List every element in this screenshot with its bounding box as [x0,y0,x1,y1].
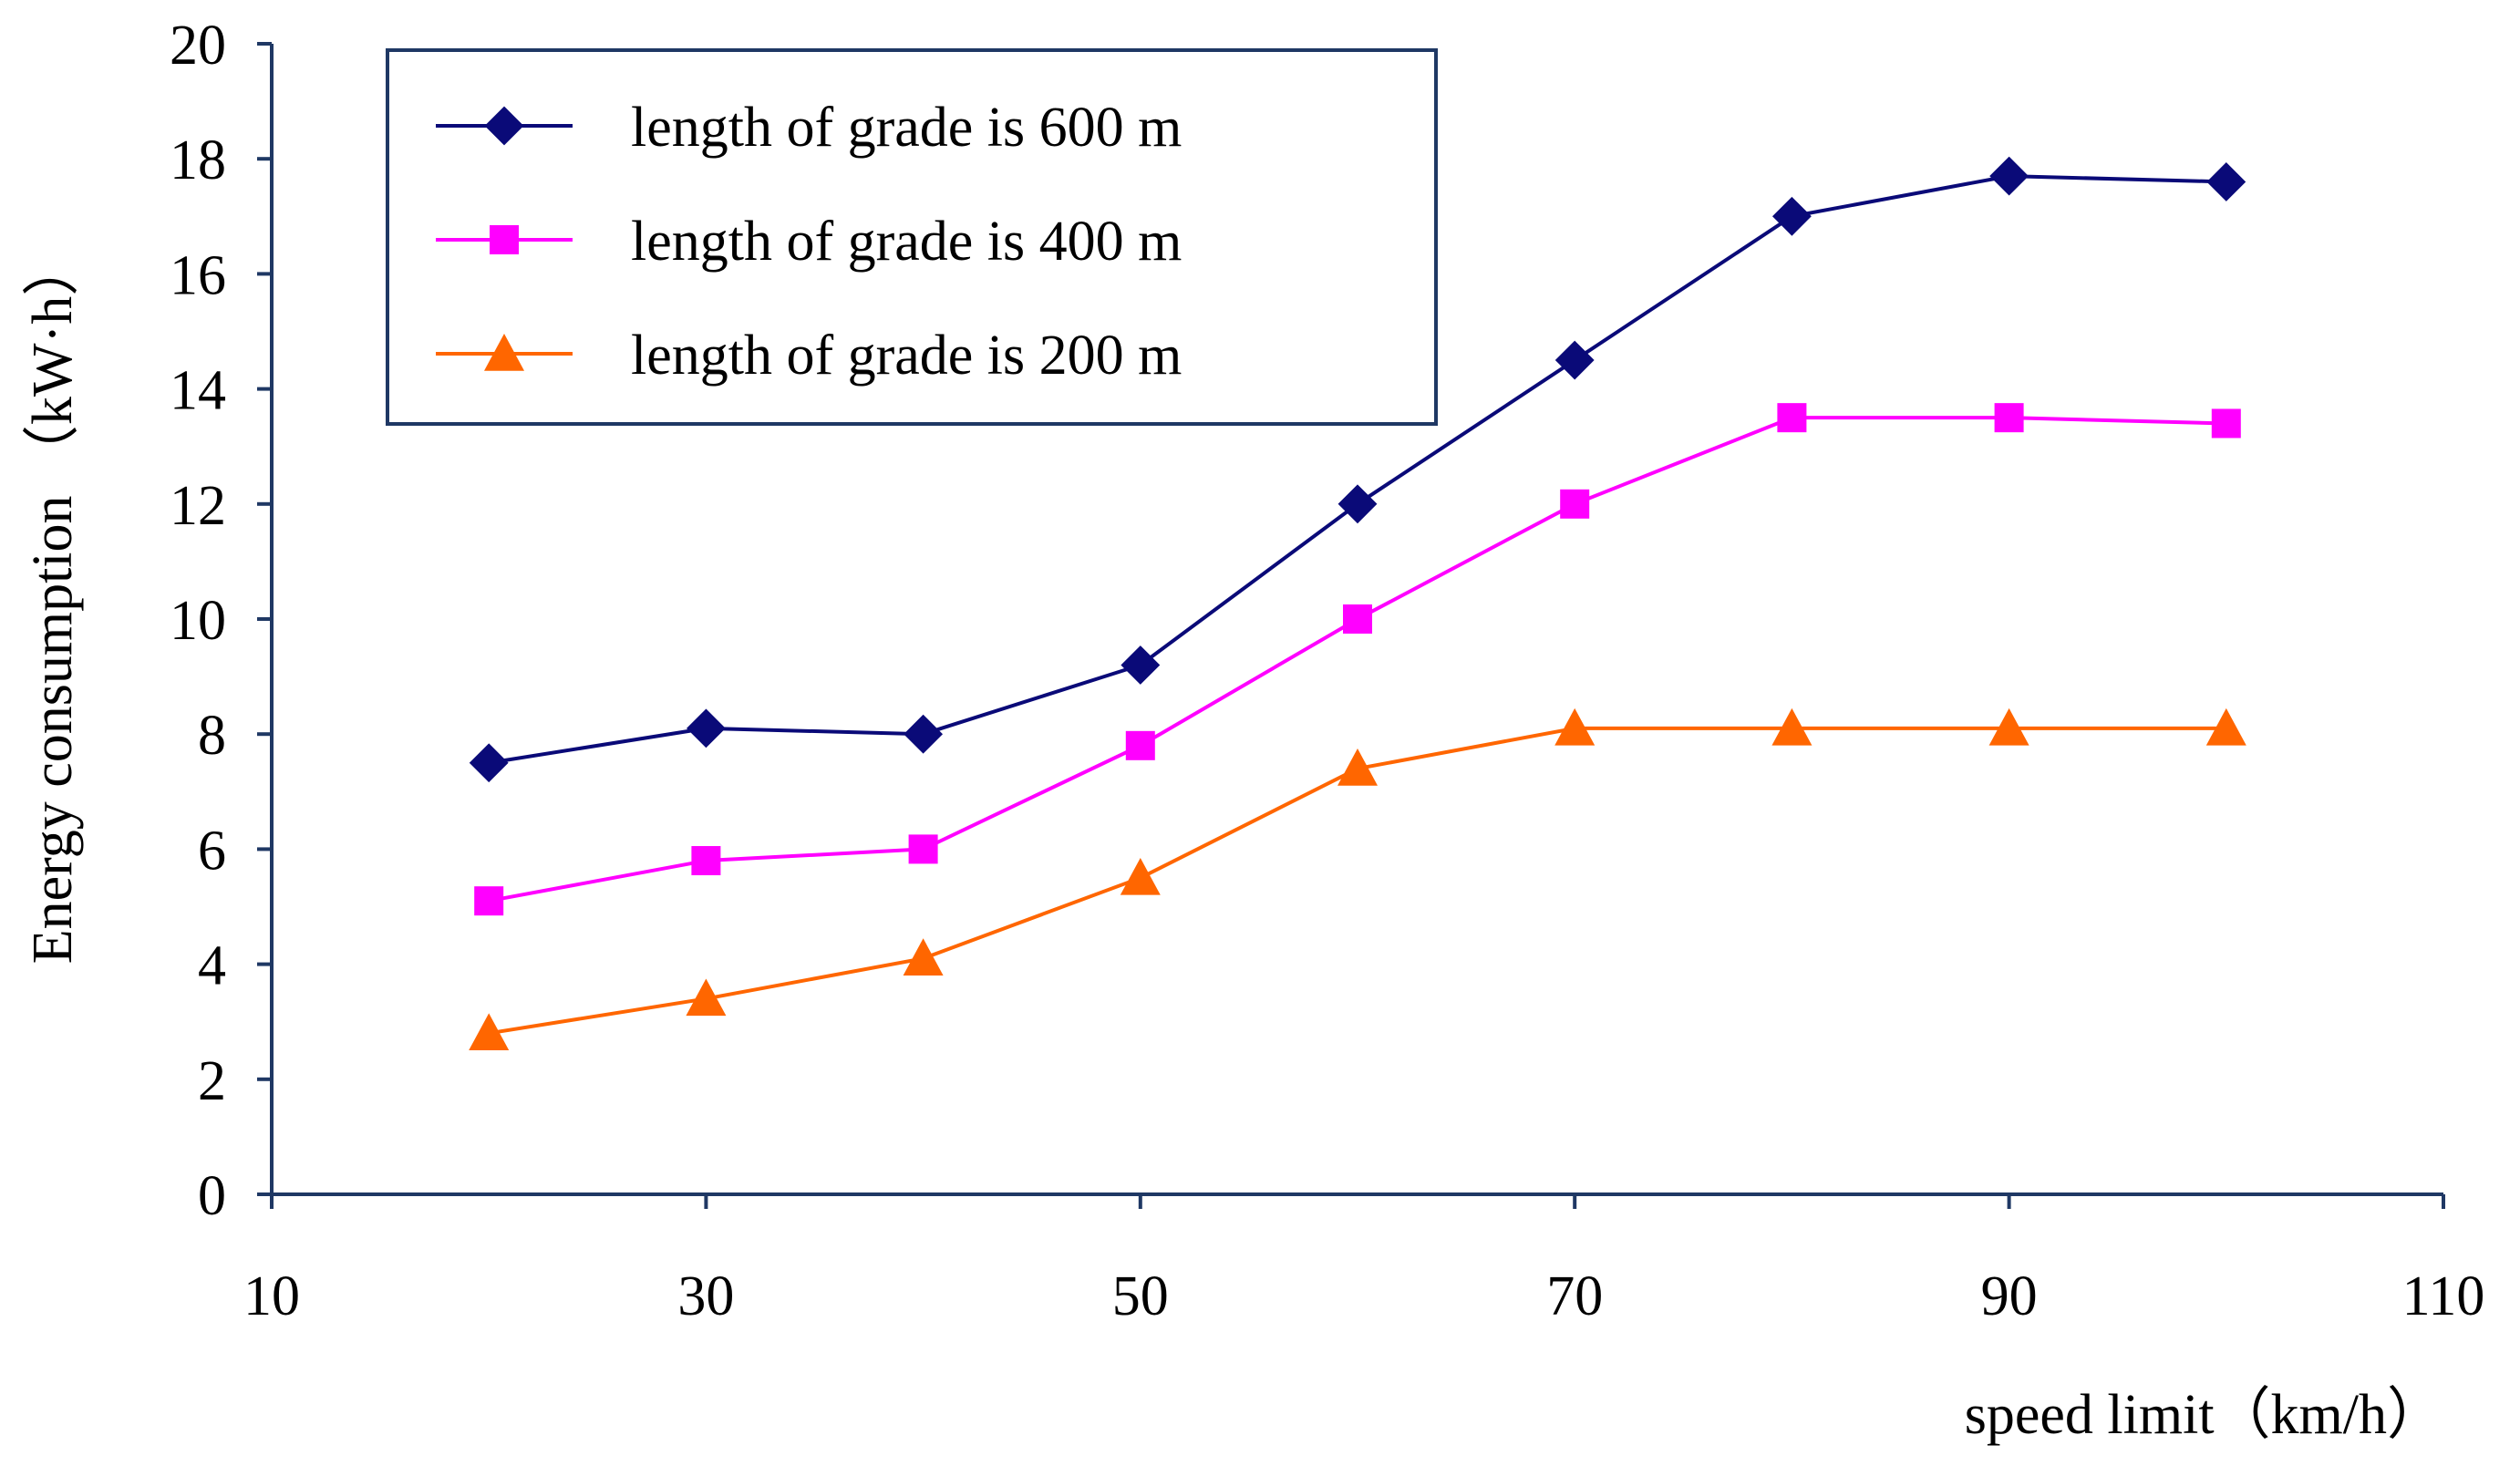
legend-marker [484,106,524,146]
data-point [1120,857,1161,895]
data-point [1771,707,1813,746]
data-point [2211,408,2241,439]
axes: 0 2 4 6 8 10 12 14 16 18 20 10 30 50 70 90 110 [170,15,2484,1327]
data-point [1988,707,2029,746]
data-point [2205,707,2246,746]
data-point [2206,162,2246,201]
data-point [691,846,721,876]
data-point [469,1013,510,1051]
x-tick-label: 30 [677,1265,734,1327]
y-tick-label: 16 [170,244,226,306]
data-point [1560,489,1590,519]
y-tick-label: 18 [170,129,226,191]
data-point [1554,340,1595,380]
data-point [469,743,509,783]
data-point [1337,484,1378,524]
legend-item: length of grade is 600 m [436,97,1182,159]
y-tick-label: 20 [170,15,226,77]
legend-label: length of grade is 200 m [631,325,1182,387]
data-point [1337,748,1378,786]
data-point [1343,604,1372,634]
data-point [686,708,726,748]
x-tick-label: 110 [2402,1265,2485,1327]
series-diamond [469,156,2246,783]
y-tick-label: 8 [198,705,226,767]
series-triangle [469,707,2246,1051]
legend-item: length of grade is 200 m [436,325,1182,387]
legend: length of grade is 600 m length of grade … [386,48,1438,426]
data-point [1989,156,2029,196]
y-axis-title: Energy consumption （kW·h） [22,240,84,964]
legend-box [386,48,1438,426]
series-square [474,403,2241,916]
data-point [903,938,944,976]
data-point [474,886,504,916]
y-tick-label: 14 [170,360,226,422]
x-tick-label: 70 [1546,1265,1603,1327]
y-tick-label: 12 [170,475,226,537]
data-point [1777,403,1807,433]
data-point [1121,645,1161,685]
y-tick-label: 4 [198,935,226,997]
x-tick-label: 90 [1981,1265,2038,1327]
data-point [1125,730,1155,760]
y-tick-label: 10 [170,590,226,652]
data-point [908,834,938,864]
data-point [686,978,727,1017]
series-layer [469,156,2246,1051]
legend-items: length of grade is 600 m length of grade … [436,97,1182,387]
x-tick-label: 10 [243,1265,300,1327]
data-point [904,714,944,754]
data-point [1771,196,1812,236]
data-point [1554,707,1596,746]
y-tick-label: 6 [198,820,226,882]
x-tick-label: 50 [1112,1265,1169,1327]
legend-marker [484,334,524,371]
y-tick-label: 2 [198,1050,226,1112]
legend-label: length of grade is 400 m [631,211,1182,273]
x-axis-title: speed limit（km/h） [1965,1384,2443,1446]
data-point [1994,403,2024,433]
legend-label: length of grade is 600 m [631,97,1182,159]
legend-item: length of grade is 400 m [436,211,1182,273]
legend-marker [490,225,519,254]
y-tick-label: 0 [198,1165,226,1227]
